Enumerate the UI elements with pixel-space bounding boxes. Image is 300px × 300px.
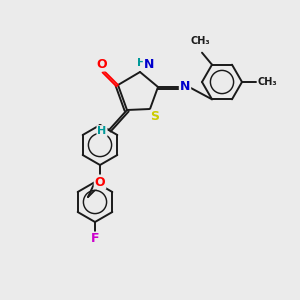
Text: CH₃: CH₃ [190, 36, 210, 46]
Text: N: N [180, 80, 190, 92]
Text: N: N [144, 58, 154, 71]
Text: H: H [98, 126, 106, 136]
Text: F: F [91, 232, 99, 245]
Text: CH₃: CH₃ [258, 77, 278, 87]
Text: O: O [95, 176, 105, 188]
Text: S: S [151, 110, 160, 124]
Text: H: H [137, 58, 147, 68]
Text: O: O [97, 58, 107, 70]
